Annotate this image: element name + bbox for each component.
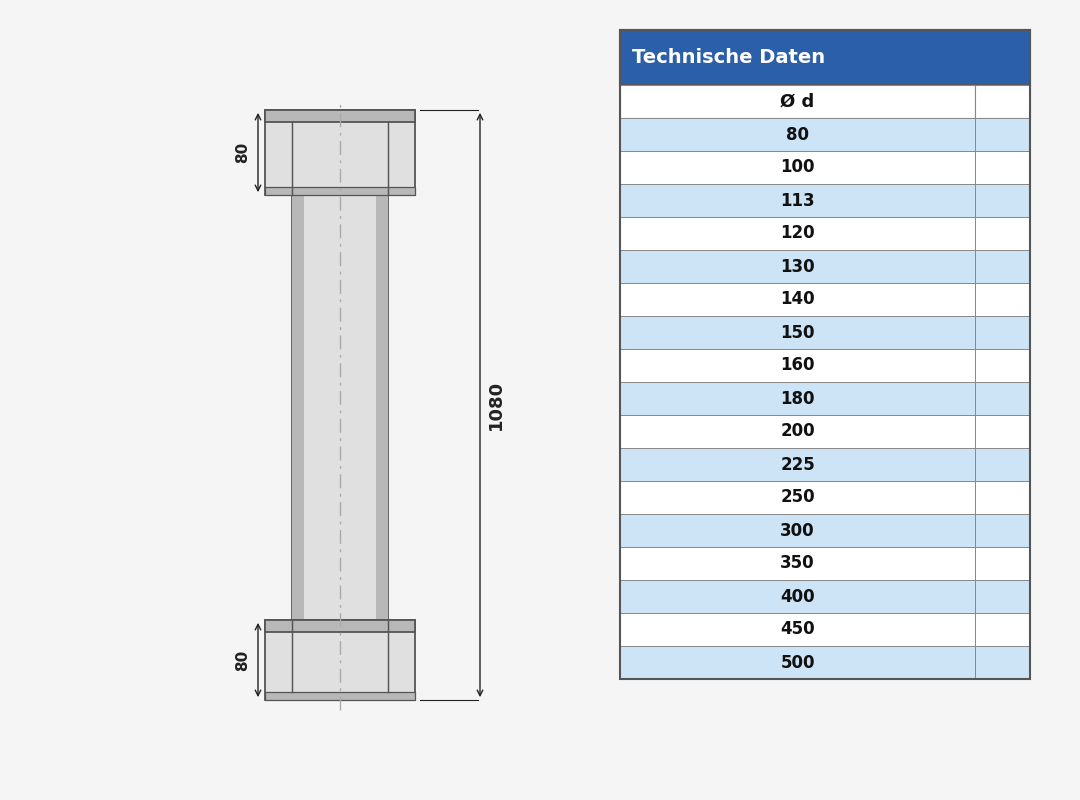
Text: 80: 80 <box>235 142 249 163</box>
Bar <box>620 316 975 349</box>
Bar <box>975 184 1030 217</box>
Bar <box>620 613 975 646</box>
Bar <box>265 110 415 195</box>
Bar <box>975 85 1030 118</box>
Bar <box>620 85 975 118</box>
Text: 130: 130 <box>780 258 814 275</box>
Text: 300: 300 <box>780 522 814 539</box>
Bar <box>620 349 975 382</box>
Bar <box>620 448 975 481</box>
Bar <box>975 415 1030 448</box>
Bar <box>265 110 415 122</box>
Bar <box>975 250 1030 283</box>
Bar <box>975 283 1030 316</box>
Bar <box>620 580 975 613</box>
Bar <box>975 481 1030 514</box>
Bar <box>975 118 1030 151</box>
Bar <box>620 646 975 679</box>
Bar <box>975 514 1030 547</box>
Text: 350: 350 <box>780 554 814 573</box>
Text: 250: 250 <box>780 489 814 506</box>
Bar <box>620 151 975 184</box>
Text: 160: 160 <box>780 357 814 374</box>
Bar <box>975 613 1030 646</box>
Text: 400: 400 <box>780 587 814 606</box>
Text: 225: 225 <box>780 455 815 474</box>
Bar <box>975 217 1030 250</box>
Text: 150: 150 <box>780 323 814 342</box>
Text: 80: 80 <box>786 126 809 143</box>
Bar <box>620 283 975 316</box>
Bar <box>975 316 1030 349</box>
Bar <box>620 250 975 283</box>
Bar <box>265 620 415 632</box>
Bar <box>265 620 415 700</box>
Bar <box>620 217 975 250</box>
Text: 120: 120 <box>780 225 814 242</box>
Bar <box>975 547 1030 580</box>
Text: 113: 113 <box>780 191 814 210</box>
Bar <box>620 481 975 514</box>
Bar <box>265 692 415 700</box>
Text: 500: 500 <box>780 654 814 671</box>
Text: 450: 450 <box>780 621 814 638</box>
Text: 180: 180 <box>780 390 814 407</box>
Text: 100: 100 <box>780 158 814 177</box>
Bar <box>975 151 1030 184</box>
Bar <box>975 349 1030 382</box>
Bar <box>975 382 1030 415</box>
Bar <box>620 184 975 217</box>
Bar <box>620 30 1030 679</box>
Text: 80: 80 <box>235 650 249 670</box>
Bar <box>620 514 975 547</box>
Text: 1080: 1080 <box>487 380 505 430</box>
Bar <box>975 646 1030 679</box>
Bar <box>620 382 975 415</box>
Bar <box>620 30 1030 85</box>
Bar <box>292 195 388 620</box>
Text: Ø d: Ø d <box>781 93 814 110</box>
Bar <box>620 118 975 151</box>
Bar <box>292 195 303 620</box>
Bar <box>975 448 1030 481</box>
Bar <box>975 580 1030 613</box>
Text: 140: 140 <box>780 290 814 309</box>
Text: Technische Daten: Technische Daten <box>632 48 825 67</box>
Bar <box>376 195 388 620</box>
Text: 200: 200 <box>780 422 814 441</box>
Bar <box>620 547 975 580</box>
Bar <box>265 187 415 195</box>
Bar <box>620 415 975 448</box>
